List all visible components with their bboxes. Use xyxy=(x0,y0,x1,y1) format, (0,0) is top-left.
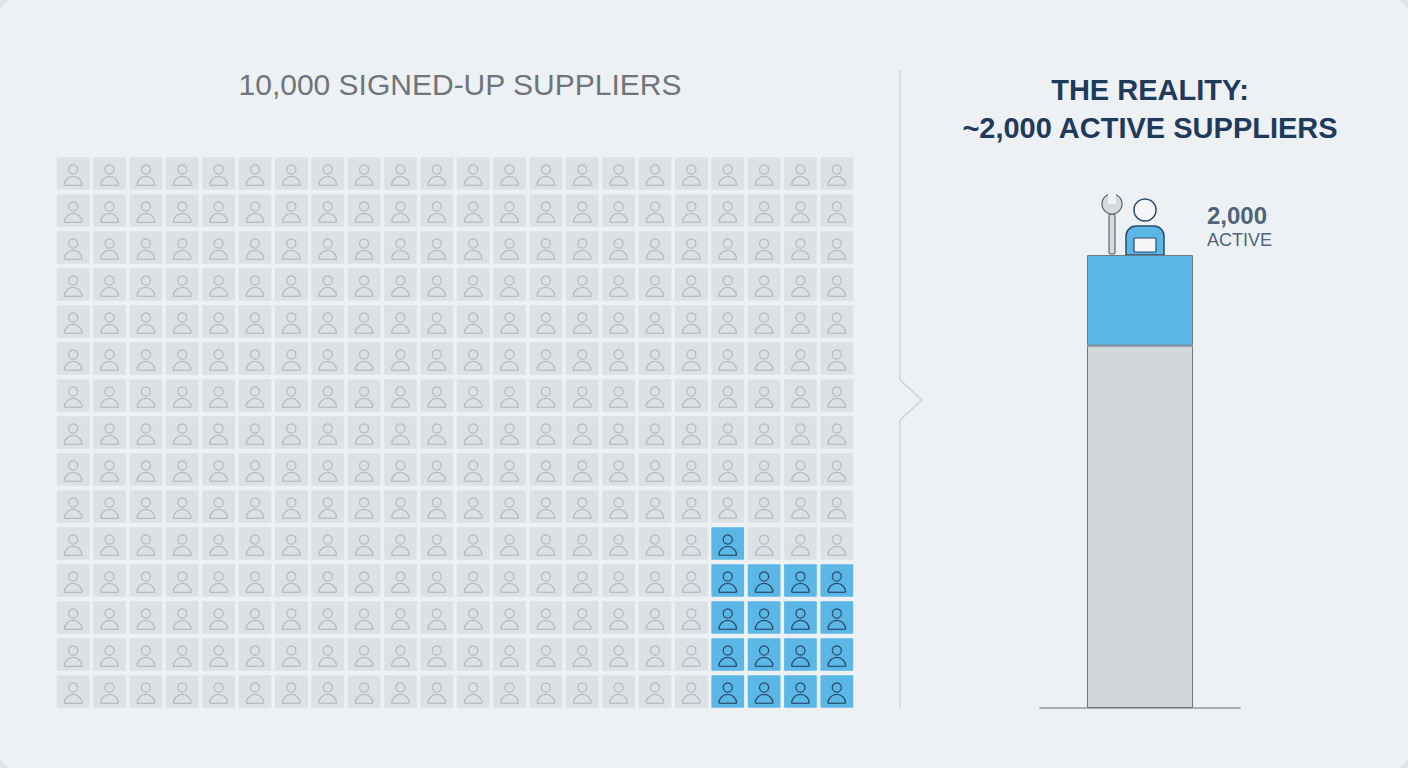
svg-text:~2,000 ACTIVE SUPPLIERS: ~2,000 ACTIVE SUPPLIERS xyxy=(962,112,1337,144)
svg-text:2,000: 2,000 xyxy=(1207,202,1267,229)
svg-text:THE REALITY:: THE REALITY: xyxy=(1051,74,1249,106)
svg-text:10,000 SIGNED-UP SUPPLIERS: 10,000 SIGNED-UP SUPPLIERS xyxy=(239,68,682,101)
svg-text:ACTIVE: ACTIVE xyxy=(1207,230,1272,250)
